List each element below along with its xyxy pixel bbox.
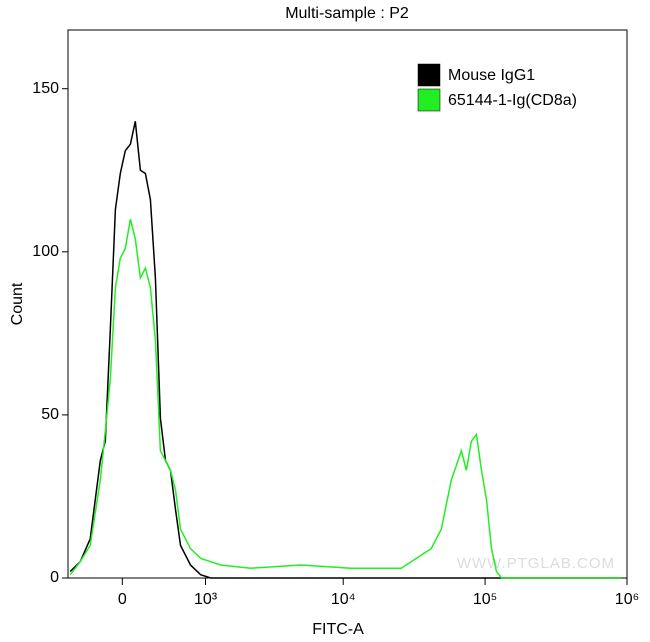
legend-swatch (417, 88, 441, 112)
y-tick-label: 150 (32, 80, 59, 97)
y-tick-label: 100 (32, 243, 59, 260)
y-tick-label: 0 (50, 569, 59, 586)
watermark: WWW.PTGLAB.COM (457, 555, 615, 572)
x-tick-label: 10⁴ (331, 591, 356, 608)
series-line (69, 219, 622, 579)
x-tick-label: 0 (118, 591, 127, 608)
x-tick-label: 10⁶ (615, 591, 639, 608)
series-line (69, 121, 622, 579)
y-tick-label: 50 (41, 406, 59, 423)
chart-title: Multi-sample : P2 (285, 5, 409, 22)
y-axis-label: Count (9, 282, 26, 325)
x-tick-label: 10⁵ (473, 591, 497, 608)
x-axis-label: FITC-A (312, 621, 364, 638)
legend-label: Mouse IgG1 (448, 67, 535, 84)
legend-label: 65144-1-Ig(CD8a) (448, 92, 577, 109)
x-tick-label: 10³ (194, 591, 218, 608)
legend-swatch (417, 63, 441, 87)
